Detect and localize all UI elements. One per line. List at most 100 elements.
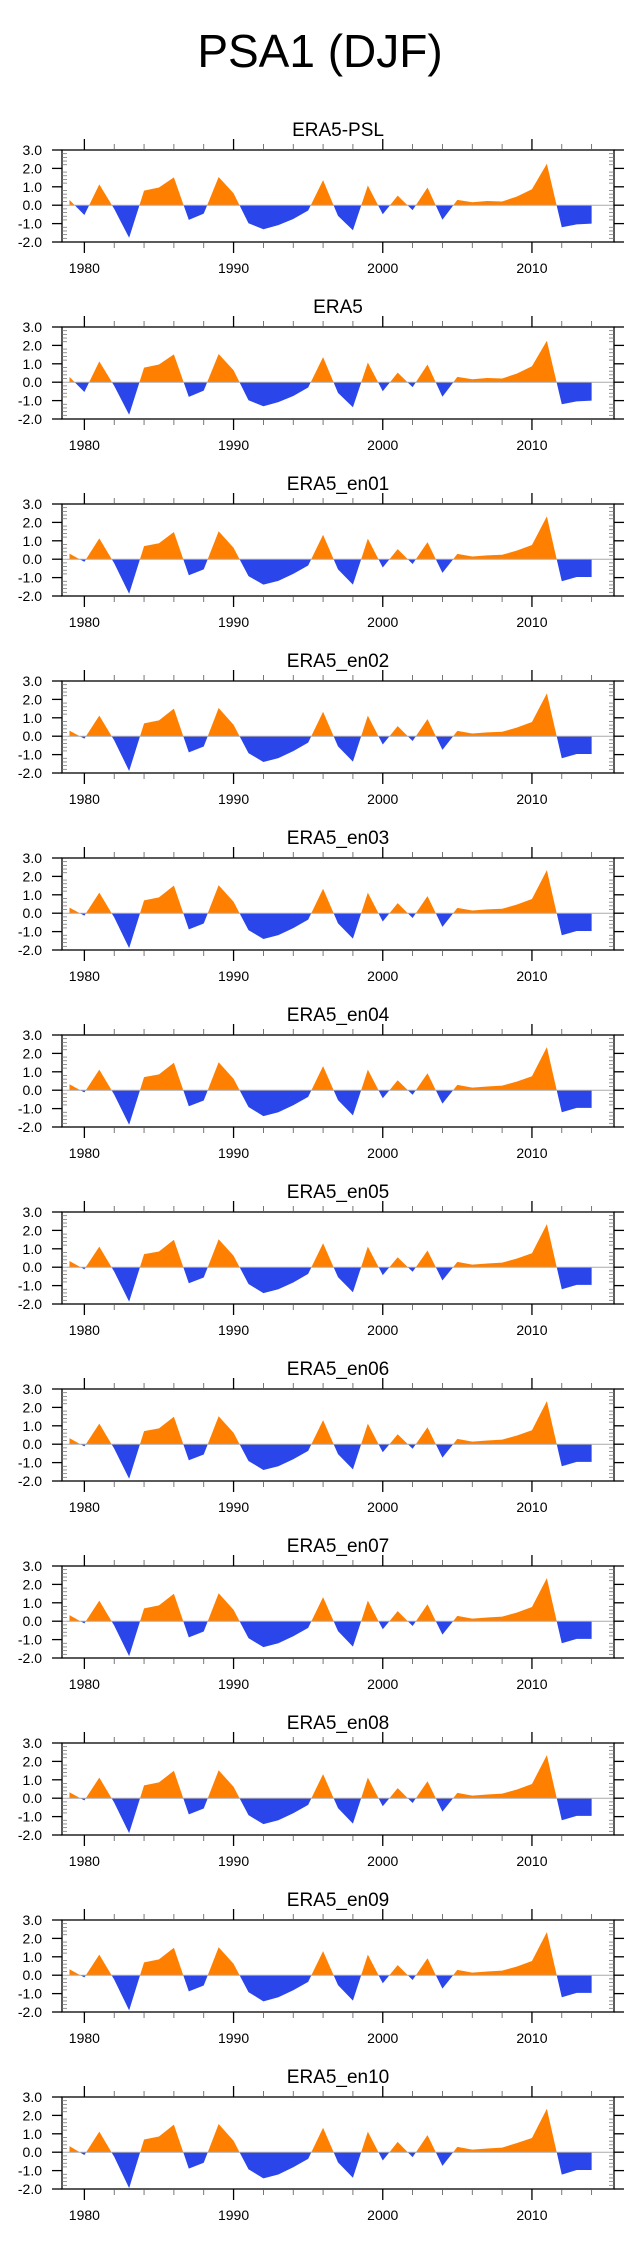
x-tick-label: 1990 (218, 1145, 249, 1161)
y-tick-label: 0.0 (23, 1259, 43, 1275)
positive-area (69, 1932, 592, 1976)
panel-era5_en09: ERA5_en09 1980 1990 2000 2010 3.0 2.0 1.0 0.0 -1.… (18, 1890, 624, 2046)
panel-era5-psl: ERA5-PSL 1980 1990 2000 2010 3.0 2.0 1.0 0.0 -1.0… (18, 120, 624, 276)
y-tick-label: 2.0 (23, 1753, 43, 1769)
x-tick-label: 2000 (367, 1499, 398, 1515)
x-tick-label: 2000 (367, 2030, 398, 2046)
x-tick-label: 1990 (218, 2207, 249, 2223)
x-tick-label: 2010 (516, 2207, 547, 2223)
panel-era5_en03: ERA5_en03 1980 1990 2000 2010 3.0 2.0 1.0 0.0 -1.… (18, 828, 624, 984)
figure-title: PSA1 (DJF) (197, 25, 442, 77)
y-tick-label: 2.0 (23, 1576, 43, 1592)
y-tick-label: -2.0 (18, 765, 42, 781)
panel-title: ERA5_en04 (287, 1005, 390, 1026)
x-tick-label: 2000 (367, 968, 398, 984)
x-tick-label: 1990 (218, 2030, 249, 2046)
x-tick-label: 1990 (218, 1853, 249, 1869)
negative-area (69, 382, 592, 415)
x-tick-label: 1990 (218, 260, 249, 276)
positive-area (69, 1578, 592, 1622)
x-tick-label: 1980 (69, 260, 100, 276)
y-tick-label: 3.0 (23, 1381, 43, 1397)
x-tick-label: 2010 (516, 1676, 547, 1692)
y-tick-label: 2.0 (23, 1930, 43, 1946)
y-tick-label: 0.0 (23, 905, 43, 921)
y-tick-label: -1.0 (18, 1278, 42, 1294)
plot-frame (61, 1742, 615, 1836)
y-tick-label: 1.0 (23, 1949, 43, 1965)
y-tick-label: -1.0 (18, 2163, 42, 2179)
y-tick-label: 3.0 (23, 1027, 43, 1043)
negative-area (69, 559, 592, 594)
y-tick-label: 2.0 (23, 337, 43, 353)
y-tick-label: 2.0 (23, 2107, 43, 2123)
panel-title: ERA5_en02 (287, 651, 389, 672)
positive-area (69, 516, 592, 560)
y-tick-label: -1.0 (18, 1809, 42, 1825)
positive-area (69, 1401, 592, 1445)
panel-era5_en02: ERA5_en02 1980 1990 2000 2010 3.0 2.0 1.0 0.0 -1.… (18, 651, 624, 807)
y-tick-label: 2.0 (23, 868, 43, 884)
y-tick-label: 0.0 (23, 728, 43, 744)
x-tick-label: 2010 (516, 968, 547, 984)
panel-title: ERA5_en08 (287, 1713, 389, 1734)
y-tick-label: 3.0 (23, 496, 43, 512)
positive-area (69, 1047, 592, 1091)
y-tick-label: 2.0 (23, 1399, 43, 1415)
positive-area (69, 1755, 592, 1799)
y-tick-label: 1.0 (23, 1064, 43, 1080)
x-tick-label: 2010 (516, 2030, 547, 2046)
y-tick-label: -2.0 (18, 1650, 42, 1666)
x-tick-label: 2000 (367, 1676, 398, 1692)
x-tick-label: 1990 (218, 437, 249, 453)
x-tick-label: 1980 (69, 1322, 100, 1338)
y-tick-label: 0.0 (23, 197, 43, 213)
y-tick-label: -2.0 (18, 2181, 42, 2197)
negative-area (69, 1975, 592, 2011)
positive-area (69, 2108, 592, 2153)
y-tick-label: 3.0 (23, 2089, 43, 2105)
panel-era5_en08: ERA5_en08 1980 1990 2000 2010 3.0 2.0 1.0 0.0 -1.… (18, 1713, 624, 1869)
plot-frame (61, 326, 615, 420)
panel-title: ERA5 (313, 297, 363, 318)
x-tick-label: 2010 (516, 437, 547, 453)
y-tick-label: -2.0 (18, 588, 42, 604)
y-tick-label: 0.0 (23, 1613, 43, 1629)
y-tick-label: 3.0 (23, 1204, 43, 1220)
x-tick-label: 1980 (69, 614, 100, 630)
y-tick-label: 1.0 (23, 179, 43, 195)
x-tick-label: 1980 (69, 1676, 100, 1692)
positive-area (69, 870, 592, 914)
panel-era5_en10: ERA5_en10 1980 1990 2000 2010 3.0 2.0 1.0 0.0 -1.… (18, 2067, 624, 2223)
panels-container: ERA5-PSL 1980 1990 2000 2010 3.0 2.0 1.0 0.0 -1.0… (18, 120, 624, 2223)
y-tick-label: -2.0 (18, 1296, 42, 1312)
y-tick-label: 0.0 (23, 1967, 43, 1983)
panel-title: ERA5_en09 (287, 1890, 389, 1911)
x-tick-label: 1990 (218, 1676, 249, 1692)
y-tick-label: 2.0 (23, 160, 43, 176)
x-tick-label: 1980 (69, 1853, 100, 1869)
x-tick-label: 1990 (218, 791, 249, 807)
y-tick-label: -1.0 (18, 393, 42, 409)
x-tick-label: 1980 (69, 968, 100, 984)
panel-title: ERA5_en06 (287, 1359, 389, 1380)
y-tick-label: -2.0 (18, 1119, 42, 1135)
panel-title: ERA5-PSL (292, 120, 384, 141)
y-tick-label: 3.0 (23, 673, 43, 689)
y-tick-label: -1.0 (18, 1632, 42, 1648)
plot-frame (61, 680, 615, 774)
y-tick-label: 3.0 (23, 1558, 43, 1574)
y-tick-label: -1.0 (18, 924, 42, 940)
y-tick-label: -1.0 (18, 570, 42, 586)
y-tick-label: 1.0 (23, 356, 43, 372)
y-tick-label: 3.0 (23, 1735, 43, 1751)
x-tick-label: 2000 (367, 1145, 398, 1161)
y-tick-label: -1.0 (18, 747, 42, 763)
y-tick-label: -2.0 (18, 1473, 42, 1489)
plot-frame (61, 1388, 615, 1482)
plot-frame (61, 2096, 615, 2190)
y-tick-label: 1.0 (23, 1772, 43, 1788)
x-tick-label: 1980 (69, 1499, 100, 1515)
y-tick-label: -1.0 (18, 1455, 42, 1471)
x-tick-label: 1990 (218, 1322, 249, 1338)
